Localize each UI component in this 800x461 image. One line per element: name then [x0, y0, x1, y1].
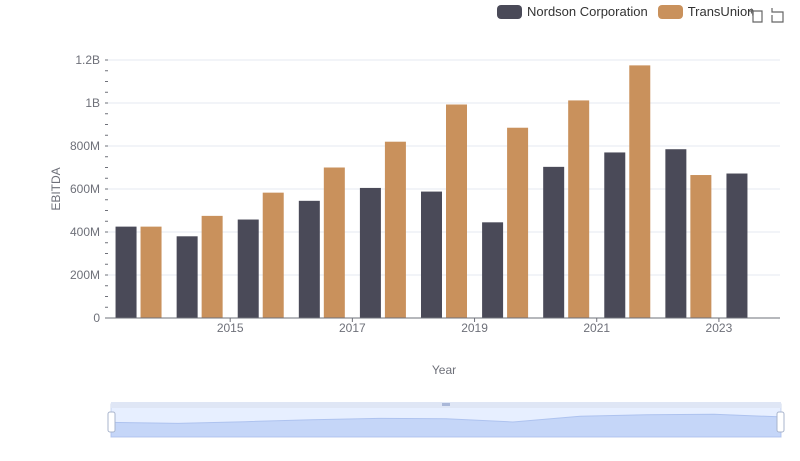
- y-tick-label: 200M: [70, 268, 100, 282]
- bars: [115, 65, 748, 319]
- zoom-icon[interactable]: [748, 6, 766, 24]
- bar-nordson[interactable]: [726, 173, 748, 318]
- slider-drag-grip-icon[interactable]: [442, 403, 450, 406]
- chart-toolbar: [746, 6, 786, 24]
- bar-transunion[interactable]: [507, 127, 529, 318]
- slider-handle-right[interactable]: [776, 411, 785, 433]
- bar-nordson[interactable]: [421, 191, 442, 318]
- bar-transunion[interactable]: [140, 226, 162, 318]
- legend-label-nordson: Nordson Corporation: [527, 4, 648, 19]
- legend-label-transunion: TransUnion: [687, 4, 755, 19]
- bar-transunion[interactable]: [262, 192, 284, 318]
- legend: Nordson Corporation TransUnion: [497, 4, 764, 19]
- bar-nordson[interactable]: [482, 222, 504, 318]
- bar-nordson[interactable]: [237, 219, 259, 318]
- bar-nordson[interactable]: [604, 152, 626, 318]
- bar-nordson[interactable]: [359, 187, 381, 318]
- y-tick-label: 1B: [85, 96, 100, 110]
- y-axis-ticks: 0 200M 400M 600M 800M 1B 1.2B: [70, 53, 108, 325]
- bar-nordson[interactable]: [665, 149, 687, 318]
- bar-nordson[interactable]: [543, 166, 565, 318]
- data-zoom-slider[interactable]: [107, 402, 785, 438]
- legend-swatch-nordson: [497, 4, 522, 19]
- x-tick-label: 2019: [461, 321, 488, 335]
- slider-handle-left[interactable]: [107, 411, 116, 433]
- bar-transunion[interactable]: [690, 175, 712, 318]
- bar-nordson[interactable]: [115, 226, 137, 318]
- x-tick-label: 2023: [706, 321, 733, 335]
- bar-nordson[interactable]: [298, 200, 320, 318]
- slider-data-shadow: [110, 413, 782, 438]
- bar-transunion[interactable]: [384, 141, 406, 318]
- bar-transunion[interactable]: [323, 167, 345, 319]
- x-tick-label: 2015: [217, 321, 244, 335]
- x-tick-label: 2021: [583, 321, 610, 335]
- bar-transunion[interactable]: [568, 100, 590, 318]
- slider-selection[interactable]: [111, 404, 781, 437]
- y-axis-title: EBITDA: [49, 167, 63, 210]
- bar-transunion[interactable]: [201, 215, 223, 318]
- legend-item-transunion[interactable]: TransUnion: [657, 4, 755, 19]
- y-tick-label: 1.2B: [75, 53, 100, 67]
- x-tick-label: 2017: [339, 321, 366, 335]
- bar-nordson[interactable]: [176, 236, 198, 318]
- bar-transunion[interactable]: [446, 104, 467, 318]
- y-tick-label: 800M: [70, 139, 100, 153]
- x-axis-title: Year: [432, 363, 456, 377]
- y-tick-label: 400M: [70, 225, 100, 239]
- restore-icon[interactable]: [768, 6, 786, 24]
- bar-transunion[interactable]: [629, 65, 651, 318]
- y-tick-label: 600M: [70, 182, 100, 196]
- x-axis-ticks: 2015 2017 2019 2021 2023: [217, 318, 733, 335]
- legend-swatch-transunion: [657, 4, 683, 19]
- y-tick-label: 0: [93, 311, 100, 325]
- legend-item-nordson[interactable]: Nordson Corporation: [497, 4, 648, 19]
